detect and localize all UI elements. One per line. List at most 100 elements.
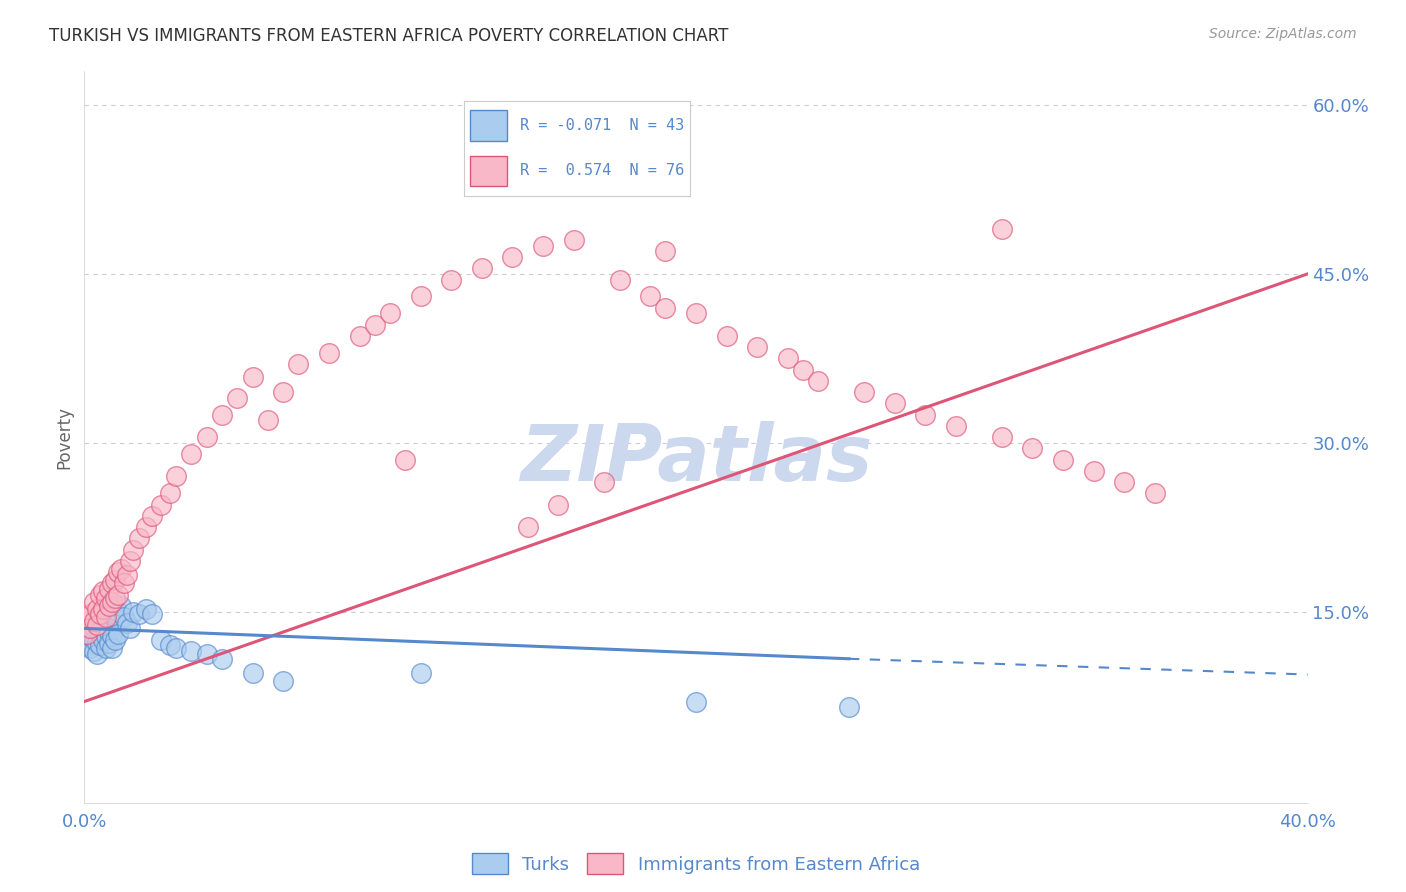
Point: [716, 328, 738, 343]
Point: [807, 374, 830, 388]
Point: [97, 599, 120, 613]
Point: [94, 629, 117, 643]
Point: [101, 640, 124, 655]
Point: [97, 582, 120, 596]
Point: [89, 638, 111, 652]
Point: [104, 632, 127, 647]
Y-axis label: Poverty: Poverty: [55, 406, 73, 468]
Point: [91, 632, 114, 647]
Point: [76, 627, 98, 641]
Legend: Turks, Immigrants from Eastern Africa: Turks, Immigrants from Eastern Africa: [472, 854, 920, 874]
Point: [86, 647, 108, 661]
Point: [1114, 475, 1136, 489]
Point: [91, 584, 114, 599]
Point: [195, 647, 218, 661]
Point: [165, 469, 187, 483]
Point: [112, 610, 135, 624]
Point: [547, 498, 569, 512]
Point: [593, 475, 616, 489]
Point: [79, 629, 101, 643]
Point: [94, 591, 117, 605]
Point: [83, 621, 105, 635]
Point: [141, 508, 163, 523]
Point: [409, 666, 432, 681]
Point: [128, 532, 150, 546]
Point: [83, 595, 105, 609]
Point: [128, 607, 150, 621]
Point: [149, 632, 172, 647]
Point: [242, 370, 264, 384]
Point: [271, 674, 294, 689]
Point: [97, 636, 120, 650]
Point: [104, 591, 127, 605]
Point: [776, 351, 799, 366]
Point: [79, 640, 101, 655]
Point: [110, 562, 132, 576]
Point: [838, 700, 860, 714]
Point: [76, 638, 98, 652]
Point: [1021, 442, 1043, 456]
Point: [112, 576, 135, 591]
Point: [83, 614, 105, 628]
Point: [349, 328, 371, 343]
Point: [122, 605, 145, 619]
Point: [104, 573, 127, 587]
Point: [76, 627, 98, 641]
Text: ZIPatlas: ZIPatlas: [520, 421, 872, 497]
Text: Source: ZipAtlas.com: Source: ZipAtlas.com: [1209, 27, 1357, 41]
Point: [242, 666, 264, 681]
Point: [180, 447, 202, 461]
Point: [86, 636, 108, 650]
Point: [107, 565, 129, 579]
Point: [991, 430, 1014, 444]
Point: [318, 345, 340, 359]
Point: [654, 244, 676, 259]
Point: [135, 602, 157, 616]
Point: [94, 640, 117, 655]
Point: [211, 652, 233, 666]
Point: [107, 605, 129, 619]
Point: [287, 357, 309, 371]
Point: [76, 610, 98, 624]
Point: [226, 391, 249, 405]
Point: [747, 340, 769, 354]
Point: [257, 413, 280, 427]
Point: [149, 498, 172, 512]
Point: [853, 385, 876, 400]
Point: [394, 452, 416, 467]
Point: [86, 602, 108, 616]
Point: [364, 318, 387, 332]
Point: [115, 615, 138, 630]
Point: [1052, 452, 1074, 467]
Point: [89, 588, 111, 602]
Point: [97, 624, 120, 639]
Point: [409, 289, 432, 303]
Point: [914, 408, 936, 422]
Point: [83, 644, 105, 658]
Point: [107, 588, 129, 602]
Point: [159, 638, 181, 652]
Point: [79, 607, 101, 621]
Point: [101, 595, 124, 609]
Point: [159, 486, 181, 500]
Point: [104, 610, 127, 624]
Point: [91, 602, 114, 616]
Text: TURKISH VS IMMIGRANTS FROM EASTERN AFRICA POVERTY CORRELATION CHART: TURKISH VS IMMIGRANTS FROM EASTERN AFRIC…: [49, 27, 728, 45]
Point: [120, 621, 142, 635]
Point: [562, 233, 585, 247]
Point: [271, 385, 294, 400]
Point: [945, 418, 967, 433]
Point: [531, 239, 554, 253]
Point: [792, 362, 814, 376]
Point: [110, 599, 132, 613]
Point: [638, 289, 661, 303]
Point: [685, 306, 707, 320]
Point: [89, 607, 111, 621]
Point: [180, 644, 202, 658]
Point: [471, 261, 494, 276]
Point: [89, 615, 111, 630]
Point: [883, 396, 905, 410]
Point: [502, 250, 524, 264]
Point: [991, 222, 1014, 236]
Point: [91, 621, 114, 635]
